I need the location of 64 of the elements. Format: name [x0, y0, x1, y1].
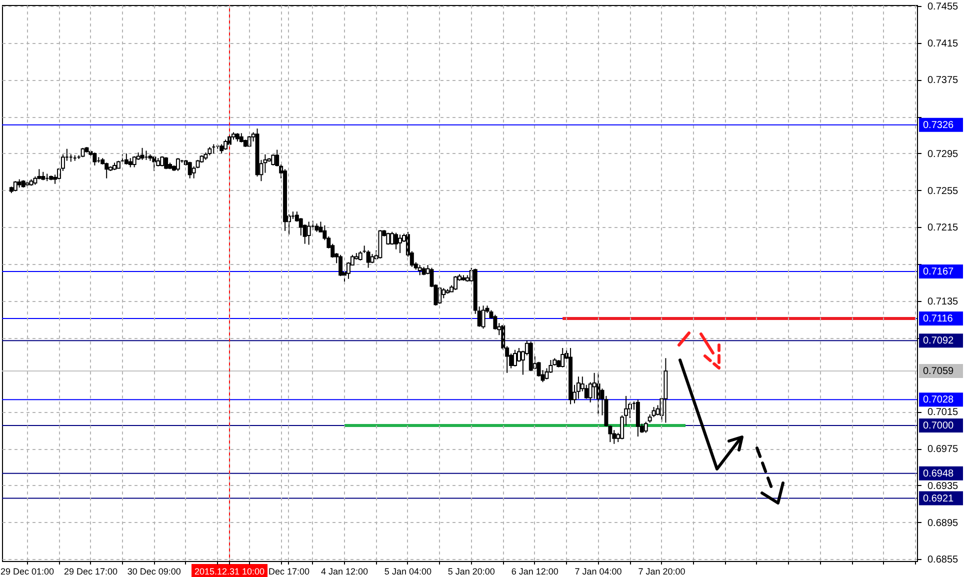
candlestick: [390, 231, 394, 246]
candlestick: [224, 139, 228, 150]
y-tick-label: 0.6895: [928, 518, 959, 529]
x-tick-label: 4 Jan 12:00: [320, 566, 368, 576]
ref-line-label: 0.7092: [923, 336, 954, 347]
x-tick-label: 30 Dec 09:00: [127, 566, 181, 576]
candlestick: [160, 156, 164, 167]
candlestick: [454, 276, 458, 290]
candlestick: [338, 254, 343, 277]
x-tick-label: 29 Dec 01:00: [0, 566, 54, 576]
y-tick-label: 0.7015: [928, 407, 959, 418]
candlestick: [271, 154, 276, 166]
candlestick: [481, 305, 486, 330]
ref-line-label: 0.7326: [923, 120, 954, 131]
x-tick-label: 5 Jan 04:00: [384, 566, 432, 576]
candlestick: [644, 421, 648, 434]
candlestick: [140, 147, 144, 160]
candlestick: [366, 250, 370, 268]
candlestick: [164, 156, 168, 170]
x-tick-label: 7 Jan 20:00: [638, 566, 686, 576]
ref-line-label: 0.6948: [923, 468, 954, 480]
candlestick: [80, 147, 85, 158]
candlestick: [152, 156, 156, 172]
candlestick: [128, 158, 132, 168]
candlestick: [239, 132, 244, 143]
ref-line-label: 0.7167: [923, 266, 954, 278]
ref-line-label: 0.7059: [923, 366, 954, 378]
candlestick: [398, 234, 402, 254]
ref-line-label: 0.7028: [923, 394, 954, 406]
candlestick: [513, 349, 517, 367]
y-tick-label: 0.6855: [928, 554, 959, 566]
candlestick: [188, 161, 192, 179]
candlestick: [124, 152, 128, 166]
x-tick-label: 29 Dec 17:00: [64, 566, 118, 576]
y-tick-label: 0.6935: [928, 480, 959, 492]
candlestick: [13, 180, 18, 192]
candlestick: [176, 158, 180, 172]
candlestick: [560, 348, 565, 368]
x-tick-label: Dec 17:00: [268, 566, 310, 576]
candlestick: [576, 376, 580, 400]
x-tick-label: 5 Jan 20:00: [448, 566, 495, 576]
candlestick: [394, 232, 398, 250]
ref-line-label: 0.7116: [923, 314, 954, 324]
x-tick-label: 2015.12.31 10:00: [194, 566, 265, 576]
y-tick-label: 0.6975: [928, 444, 959, 456]
candlestick: [132, 156, 136, 168]
y-tick-label: 0.7295: [928, 148, 959, 160]
y-tick-label: 0.7455: [928, 1, 959, 12]
y-tick-label: 0.7375: [928, 75, 959, 86]
ref-line-label: 0.6921: [923, 493, 954, 504]
candlestick: [220, 144, 224, 154]
x-tick-label: 7 Jan 04:00: [574, 566, 622, 576]
y-tick-label: 0.7415: [928, 38, 959, 50]
candlestick: [612, 430, 616, 444]
candlestick: [306, 221, 311, 246]
candlestick: [92, 152, 97, 166]
x-tick-label: 6 Jan 12:00: [511, 566, 558, 576]
ref-line-label: 0.7000: [923, 420, 954, 432]
y-tick-label: 0.7135: [928, 296, 959, 308]
candlestick: [418, 264, 422, 276]
candlestick: [104, 162, 109, 179]
candlestick: [636, 399, 640, 438]
y-tick-label: 0.7215: [928, 222, 959, 234]
y-tick-label: 0.7255: [928, 186, 959, 197]
